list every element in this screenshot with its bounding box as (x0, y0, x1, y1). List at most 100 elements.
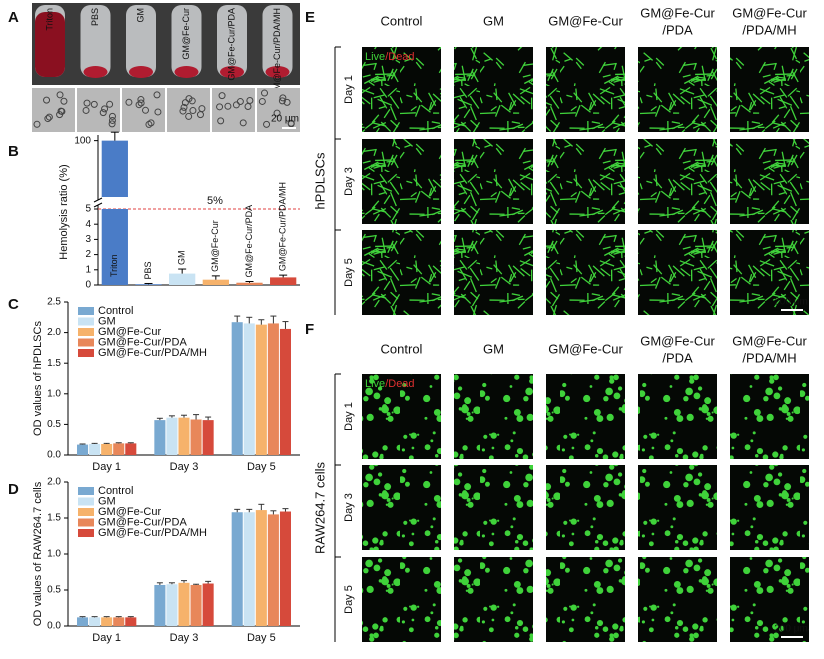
tube (80, 5, 111, 77)
legend-label: GM@Fe-Cur (98, 326, 161, 338)
column-header: Control (381, 13, 423, 28)
cell-image (638, 557, 717, 642)
panel-label: B (8, 143, 19, 160)
tube-pellet (83, 66, 108, 78)
bar (178, 582, 190, 626)
legend-swatch (78, 518, 94, 527)
x-tick-label: Day 5 (247, 632, 276, 644)
legend-label: GM@Fe-Cur/PDA/MH (98, 347, 207, 359)
stain-legend: Live/Dead (365, 51, 415, 63)
bar (166, 584, 178, 626)
cell (246, 96, 254, 104)
micrograph-bg (77, 88, 120, 132)
bar (267, 323, 279, 455)
bar (279, 511, 291, 626)
bar (190, 584, 202, 626)
cell (90, 100, 98, 108)
column-header: /PDA (662, 350, 693, 365)
y-tick-label: 3 (85, 234, 91, 245)
column-header: GM@Fe-Cur (640, 5, 715, 20)
legend-swatch (78, 487, 94, 495)
y-tick-label: 0 (85, 280, 91, 291)
row-label: Day 1 (343, 75, 355, 104)
x-tick-label: Day 1 (92, 461, 121, 473)
bar (178, 417, 190, 455)
bar (77, 444, 89, 455)
legend-swatch (78, 349, 94, 357)
bar (231, 512, 243, 626)
tube-pellet (220, 66, 244, 78)
bar-label: GM (177, 251, 187, 266)
axis-break (93, 197, 103, 203)
micrograph-bg (167, 88, 210, 132)
cell (180, 103, 188, 111)
legend-label: GM@Fe-Cur/PDA (98, 336, 187, 348)
legend-label: GM (98, 315, 116, 327)
cell-image (454, 139, 533, 224)
y-axis-label: OD values of hPDLSCs (32, 321, 44, 436)
y-tick-label: 0.0 (47, 621, 61, 632)
column-header: GM (483, 341, 504, 356)
legend-label: Control (98, 485, 133, 497)
cell (56, 111, 64, 119)
legend-label: GM@Fe-Cur/PDA/MH (98, 527, 207, 539)
cell (33, 120, 41, 128)
cell-image (638, 230, 717, 315)
cell-image (638, 47, 717, 132)
legend-swatch (78, 307, 94, 315)
y-tick-label: 0.5 (47, 419, 61, 430)
bar (279, 328, 291, 455)
tube-photo (32, 3, 300, 85)
bar (154, 584, 166, 626)
bar (255, 510, 267, 626)
bar (202, 583, 214, 626)
cell-image (730, 374, 809, 459)
cell (147, 119, 155, 127)
cell-image (730, 47, 809, 132)
column-header: /PDA/MH (742, 22, 796, 37)
cell-image (730, 465, 809, 550)
y-tick-label: 100 (74, 135, 91, 146)
bar (169, 273, 196, 285)
cell (217, 117, 225, 125)
bar (270, 277, 297, 285)
tube-label: GM@Fe-Cur (181, 8, 191, 60)
bar (267, 514, 279, 626)
column-header: GM@Fe-Cur (732, 5, 807, 20)
bar (113, 617, 125, 626)
bar-label: Triton (109, 254, 119, 277)
micrograph-bg (122, 88, 165, 132)
row-label: Day 5 (343, 585, 355, 614)
bar (255, 324, 267, 455)
bar (154, 420, 166, 455)
axis-break (93, 202, 103, 208)
stain-label: /Dead (385, 378, 414, 390)
legend-swatch (78, 338, 94, 347)
y-tick-label: 5 (85, 204, 91, 215)
cell (137, 99, 145, 107)
cell (244, 102, 252, 110)
bar (101, 617, 113, 626)
y-axis-label: Hemolysis ratio (%) (58, 164, 70, 259)
cell-image (638, 465, 717, 550)
legend-label: GM@Fe-Cur/PDA (98, 516, 187, 528)
cell (145, 120, 153, 128)
micrograph (212, 88, 255, 132)
cell (108, 112, 116, 120)
cell (224, 102, 232, 110)
bar (135, 284, 162, 285)
legend-label: GM@Fe-Cur (98, 506, 161, 518)
tube (171, 5, 202, 77)
tube (262, 5, 293, 77)
cell-image (546, 557, 625, 642)
cell (60, 97, 68, 105)
bar (125, 617, 137, 626)
cell (188, 97, 196, 105)
cell (239, 119, 247, 127)
bar (236, 282, 263, 285)
column-header: GM@Fe-Cur (548, 13, 623, 28)
y-tick-label: 2.0 (47, 477, 61, 488)
panel-label: A (8, 9, 19, 26)
bar (231, 322, 243, 455)
tube-label: GM (135, 8, 145, 23)
